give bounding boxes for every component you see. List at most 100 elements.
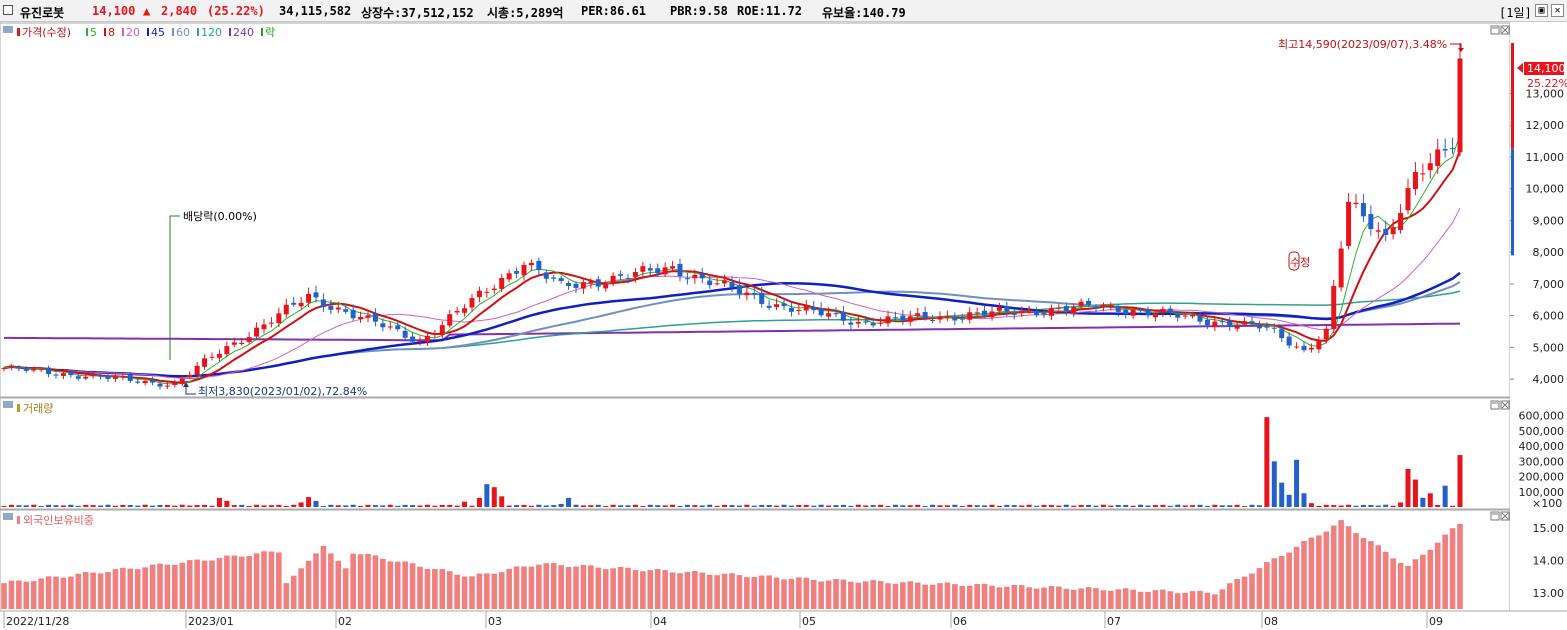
legend-volume-label: 거래량 — [23, 402, 53, 415]
volume-bar — [618, 505, 624, 507]
candle-body — [202, 358, 208, 367]
foreign-bar — [1323, 531, 1330, 609]
range-bar — [1511, 148, 1514, 256]
foreign-bars — [1, 520, 1463, 609]
y-tick-label: 100,000 — [1519, 486, 1565, 499]
pane-close-icon[interactable] — [1500, 25, 1510, 35]
pane-max-icon[interactable] — [1490, 511, 1500, 521]
pane-max-icon[interactable] — [1490, 25, 1500, 35]
foreign-bar — [335, 560, 342, 609]
foreign-bar — [276, 552, 282, 609]
split-mark-label: 수정 — [1290, 256, 1310, 269]
volume-bar — [840, 504, 846, 507]
volume-bar — [38, 505, 44, 507]
volume-bar — [1160, 504, 1166, 507]
volume-bar — [803, 504, 809, 507]
foreign-bar — [127, 568, 134, 609]
foreign-bar — [387, 561, 394, 609]
candle-body — [83, 376, 89, 379]
volume-bar — [1360, 504, 1366, 507]
foreign-bar — [1368, 541, 1374, 609]
volume-bar — [209, 505, 215, 507]
foreign-bar — [981, 583, 988, 609]
candle-body — [320, 299, 326, 308]
candle-body — [729, 282, 735, 288]
volume-bar — [1450, 505, 1456, 507]
candle-body — [759, 292, 765, 304]
foreign-bar — [1152, 590, 1159, 609]
foreign-bar — [30, 581, 37, 609]
foreign-bar — [432, 568, 438, 609]
volume-bar — [521, 504, 527, 507]
last-price-value: 14,100 — [1527, 62, 1566, 75]
candle-body — [1242, 321, 1248, 325]
candle-body — [878, 322, 884, 324]
volume-bar — [120, 504, 126, 507]
foreign-bar — [647, 570, 654, 609]
volume-bar — [1078, 504, 1084, 507]
legend-swatch — [122, 28, 124, 36]
candle-body — [1398, 212, 1404, 231]
candle-body — [395, 325, 401, 330]
candle-body — [1234, 325, 1240, 329]
candle-body — [774, 304, 780, 308]
foreign-bar — [1115, 589, 1122, 609]
foreign-bar — [952, 584, 958, 609]
y-tick-label: 14.00 — [1533, 555, 1565, 568]
candle-body — [476, 290, 482, 298]
candle-body — [410, 336, 416, 342]
foreign-bar — [60, 577, 67, 609]
restore-button[interactable]: ▣ — [1535, 4, 1548, 17]
candles — [1, 43, 1463, 390]
pane-max-icon[interactable] — [1490, 400, 1500, 410]
foreign-bar — [394, 561, 401, 609]
volume-bar — [350, 504, 356, 507]
y-axis-labels: 13,000 12,000 11,000 10,000 9,000 8,000 7,000 6… — [1511, 43, 1564, 600]
foreign-bar — [1056, 586, 1062, 609]
foreign-bar — [38, 578, 44, 609]
foreign-bar — [907, 581, 914, 609]
volume-bar — [194, 505, 200, 507]
volume-bar — [944, 505, 950, 507]
candle-body — [803, 305, 809, 311]
foreign-bar — [120, 567, 126, 609]
candle-body — [1442, 149, 1448, 151]
foreign-bar — [610, 568, 616, 609]
candle-body — [982, 310, 988, 316]
volume-bar — [915, 504, 921, 507]
candle-body — [1435, 149, 1441, 166]
volume-bar — [276, 504, 282, 507]
pane-close-icon[interactable] — [1500, 400, 1510, 410]
y-tick-label: 500,000 — [1519, 425, 1565, 438]
trade-volume: 34,115,582 — [279, 4, 352, 18]
volume-bar — [1353, 505, 1359, 507]
close-button[interactable]: ✕ — [1551, 4, 1564, 17]
select-checkbox[interactable] — [3, 5, 13, 15]
y-tick-label: 200,000 — [1519, 471, 1565, 484]
volume-bar — [1383, 504, 1389, 507]
foreign-bar — [320, 545, 327, 609]
foreign-bar — [602, 569, 609, 609]
stock-name[interactable]: 유진로봇 — [20, 6, 65, 20]
volume-bar — [996, 505, 1002, 507]
foreign-bar — [506, 568, 512, 609]
foreign-bar — [201, 560, 208, 609]
last-price-tag: 14,100 25.22% — [1517, 62, 1567, 90]
foreign-bar — [996, 587, 1003, 609]
candle-body — [922, 312, 928, 319]
foreign-bar — [1241, 576, 1248, 609]
volume-bar — [1427, 493, 1433, 507]
range-bar — [1511, 43, 1514, 149]
foreign-bar — [1011, 585, 1018, 609]
foreign-bar — [669, 572, 676, 609]
y-axis-area — [1510, 23, 1567, 611]
foreign-bar — [1219, 589, 1226, 609]
volume-bar — [1093, 505, 1099, 507]
pane-close-icon[interactable] — [1500, 511, 1510, 521]
y-tick-label: 5,000 — [1533, 341, 1565, 354]
foreign-bar — [157, 563, 163, 609]
period-label[interactable]: [1일] — [1499, 6, 1532, 20]
legend-item-label: 락 — [265, 26, 275, 39]
candle-body — [1256, 324, 1262, 329]
